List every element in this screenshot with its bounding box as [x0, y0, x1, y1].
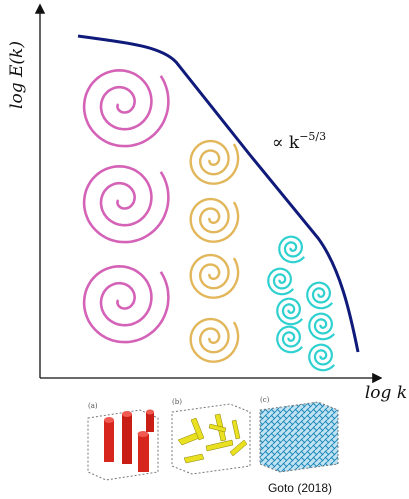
- diagram: log E(k) log k ∝ k−5/3 (a) (b) (c) Goto …: [0, 0, 409, 499]
- annotation-base: ∝ k: [272, 133, 300, 153]
- eddy: [84, 70, 168, 146]
- annotation-exponent: −5/3: [299, 130, 326, 143]
- panel-label: (a): [88, 402, 98, 410]
- x-axis-label: log k: [365, 383, 407, 403]
- eddies: [84, 70, 334, 370]
- eddy: [191, 319, 238, 362]
- eddy: [191, 255, 238, 298]
- panel-b: (b): [172, 398, 250, 474]
- axes: [40, 6, 380, 378]
- slope-annotation: ∝ k−5/3: [272, 130, 326, 153]
- panel-a: (a): [88, 402, 158, 480]
- eddy: [84, 166, 168, 242]
- spectrum-curve: [78, 36, 358, 352]
- eddy: [191, 141, 238, 184]
- panel-label: (b): [172, 398, 182, 406]
- panel-label: (c): [260, 396, 270, 404]
- eddy: [191, 199, 238, 242]
- panel-c: (c): [260, 396, 338, 472]
- eddy: [268, 269, 293, 295]
- eddy: [277, 327, 302, 353]
- eddy: [307, 283, 332, 309]
- y-axis-label: log E(k): [7, 41, 27, 109]
- credit: Goto (2018): [268, 481, 332, 495]
- eddy: [277, 299, 302, 325]
- eddy: [84, 266, 168, 342]
- eddy: [279, 237, 304, 263]
- eddy: [309, 345, 334, 371]
- eddy: [309, 314, 334, 340]
